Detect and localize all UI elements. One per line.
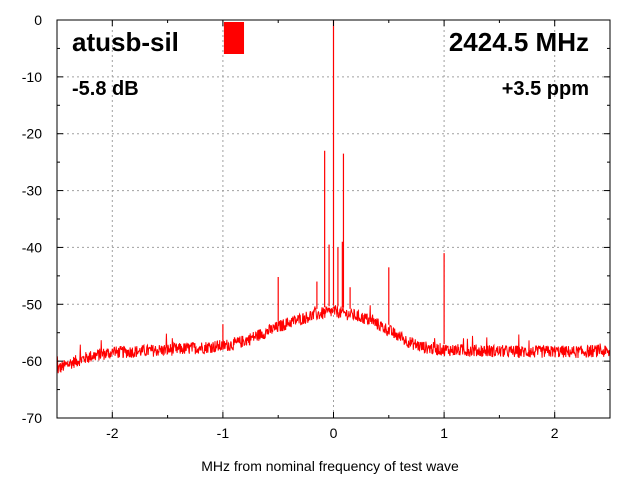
y-tick-label: -30 xyxy=(22,183,42,199)
y-tick-label: -10 xyxy=(22,69,42,85)
x-tick-label: -1 xyxy=(217,425,230,441)
y-tick-label: -50 xyxy=(22,296,42,312)
ppm-offset-label: +3.5 ppm xyxy=(502,78,589,100)
spectrum-trace xyxy=(56,305,611,374)
x-tick-label: 2 xyxy=(551,425,559,441)
x-tick-label: -2 xyxy=(106,425,119,441)
device-name-label: atusb-sil xyxy=(72,27,179,57)
y-tick-label: -40 xyxy=(22,239,42,255)
y-tick-label: -20 xyxy=(22,126,42,142)
frequency-label: 2424.5 MHz xyxy=(449,27,589,57)
tick-labels: -2 -1 0 1 20-10-20-30-40-50-60-70 xyxy=(22,12,559,441)
x-tick-label: 1 xyxy=(440,425,448,441)
y-tick-label: -60 xyxy=(22,353,42,369)
y-tick-label: 0 xyxy=(34,12,42,28)
level-label: -5.8 dB xyxy=(72,78,139,100)
x-axis-label: MHz from nominal frequency of test wave xyxy=(201,458,459,474)
y-tick-label: -70 xyxy=(22,410,42,426)
x-tick-label: 0 xyxy=(330,425,338,441)
spectrum-series xyxy=(56,20,611,374)
channel-marker xyxy=(223,22,245,54)
axis-ticks xyxy=(56,19,611,419)
